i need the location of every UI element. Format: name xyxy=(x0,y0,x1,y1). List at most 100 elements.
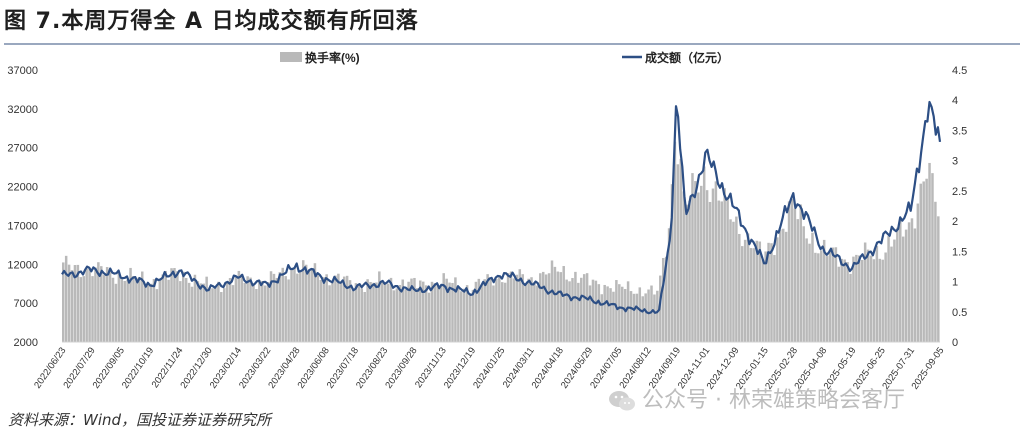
turnover-bar xyxy=(618,284,621,342)
turnover-bar xyxy=(530,277,533,342)
title-divider xyxy=(4,43,1020,45)
turnover-bar xyxy=(495,278,498,342)
turnover-bar xyxy=(448,282,451,342)
turnover-bar xyxy=(85,268,88,342)
turnover-bar xyxy=(849,273,852,342)
turnover-bar xyxy=(296,273,299,342)
turnover-bar xyxy=(167,279,170,342)
turnover-bar xyxy=(357,285,361,342)
turnover-bar xyxy=(366,279,369,342)
turnover-bar xyxy=(910,218,914,342)
turnover-bar xyxy=(105,267,109,342)
turnover-bar xyxy=(667,228,671,342)
turnover-bar xyxy=(937,216,940,342)
turnover-bar xyxy=(682,191,685,342)
turnover-bar xyxy=(629,291,633,342)
turnover-bar xyxy=(749,248,753,342)
turnover-bar xyxy=(928,162,931,342)
turnover-bar xyxy=(547,273,551,342)
turnover-bar xyxy=(319,280,323,342)
turnover-bar xyxy=(249,277,252,342)
wechat-icon xyxy=(609,391,635,411)
turnover-bar xyxy=(307,270,311,342)
source-note: 资料来源：Wind，国投证券证券研究所 xyxy=(8,411,272,429)
turnover-bar xyxy=(290,269,293,342)
turnover-bar xyxy=(869,255,873,342)
turnover-bar xyxy=(934,201,937,342)
turnover-bar xyxy=(208,287,211,342)
turnover-bar xyxy=(143,285,147,342)
turnover-bar xyxy=(205,276,208,342)
y-right-tick-label: 4 xyxy=(952,95,958,107)
turnover-bar xyxy=(717,200,721,342)
turnover-bar xyxy=(860,259,864,342)
turnover-bar xyxy=(585,273,589,342)
turnover-bar xyxy=(378,271,381,342)
turnover-bar xyxy=(199,283,203,342)
turnover-bar xyxy=(278,272,282,342)
turnover-bar xyxy=(67,264,71,342)
turnover-bar xyxy=(351,290,355,342)
turnover-bar xyxy=(509,271,513,342)
turnover-bar xyxy=(454,277,457,342)
turnover-bar xyxy=(808,243,811,342)
turnover-bar xyxy=(767,242,770,342)
turnover-bar xyxy=(670,184,674,342)
turnover-bar xyxy=(524,283,527,342)
turnover-bar xyxy=(261,281,264,342)
turnover-bar xyxy=(887,236,890,342)
turnover-bar xyxy=(632,293,636,342)
chart-title: 图 7.本周万得全 A 日均成交额有所回落 xyxy=(4,9,419,34)
turnover-bar xyxy=(471,289,475,342)
turnover-bar xyxy=(922,181,925,342)
turnover-bar xyxy=(196,281,200,342)
turnover-bar xyxy=(460,291,463,342)
y-right-tick-label: 0 xyxy=(952,337,958,349)
turnover-bar xyxy=(805,238,808,342)
turnover-bar xyxy=(512,278,516,342)
turnover-bar xyxy=(702,166,706,342)
turnover-bar xyxy=(723,188,726,342)
y-right-tick-label: 3 xyxy=(952,156,958,168)
turnover-bar xyxy=(931,173,934,342)
turnover-bar xyxy=(603,284,606,342)
turnover-bar xyxy=(102,275,106,342)
y-left-tick-label: 32000 xyxy=(7,104,38,116)
turnover-bar xyxy=(661,257,665,342)
turnover-bar xyxy=(872,259,876,342)
turnover-bar xyxy=(202,283,205,342)
turnover-bar xyxy=(615,280,618,342)
turnover-bar xyxy=(697,192,700,342)
turnover-bar xyxy=(436,284,440,342)
turnover-bar xyxy=(457,287,460,342)
turnover-bar xyxy=(539,273,542,342)
turnover-bar xyxy=(293,267,296,342)
turnover-bar xyxy=(594,280,598,342)
turnover-bar xyxy=(304,264,308,342)
turnover-bar xyxy=(492,285,495,342)
turnover-bar xyxy=(211,288,214,342)
y-left-tick-label: 37000 xyxy=(7,65,38,77)
turnover-bar xyxy=(299,271,302,342)
turnover-bar xyxy=(480,284,483,342)
turnover-bar xyxy=(269,271,273,342)
turnover-bar xyxy=(802,226,805,342)
turnover-bar xyxy=(752,248,756,342)
turnover-bar xyxy=(442,273,445,342)
turnover-bar xyxy=(217,281,220,342)
turnover-bar xyxy=(451,282,454,342)
turnover-bar xyxy=(228,278,232,342)
turnover-bar xyxy=(685,204,688,342)
turnover-bar xyxy=(817,253,820,342)
turnover-bar xyxy=(337,273,340,342)
turnover-bar xyxy=(644,293,647,342)
turnover-bar xyxy=(825,256,829,342)
turnover-bar xyxy=(240,274,244,342)
turnover-bar xyxy=(179,281,182,342)
turnover-bar xyxy=(890,246,893,342)
turnover-bar xyxy=(114,283,118,342)
turnover-line-layer xyxy=(61,100,942,315)
turnover-bar xyxy=(779,229,782,342)
y-left-tick-label: 27000 xyxy=(7,143,38,155)
turnover-bar xyxy=(746,233,750,342)
